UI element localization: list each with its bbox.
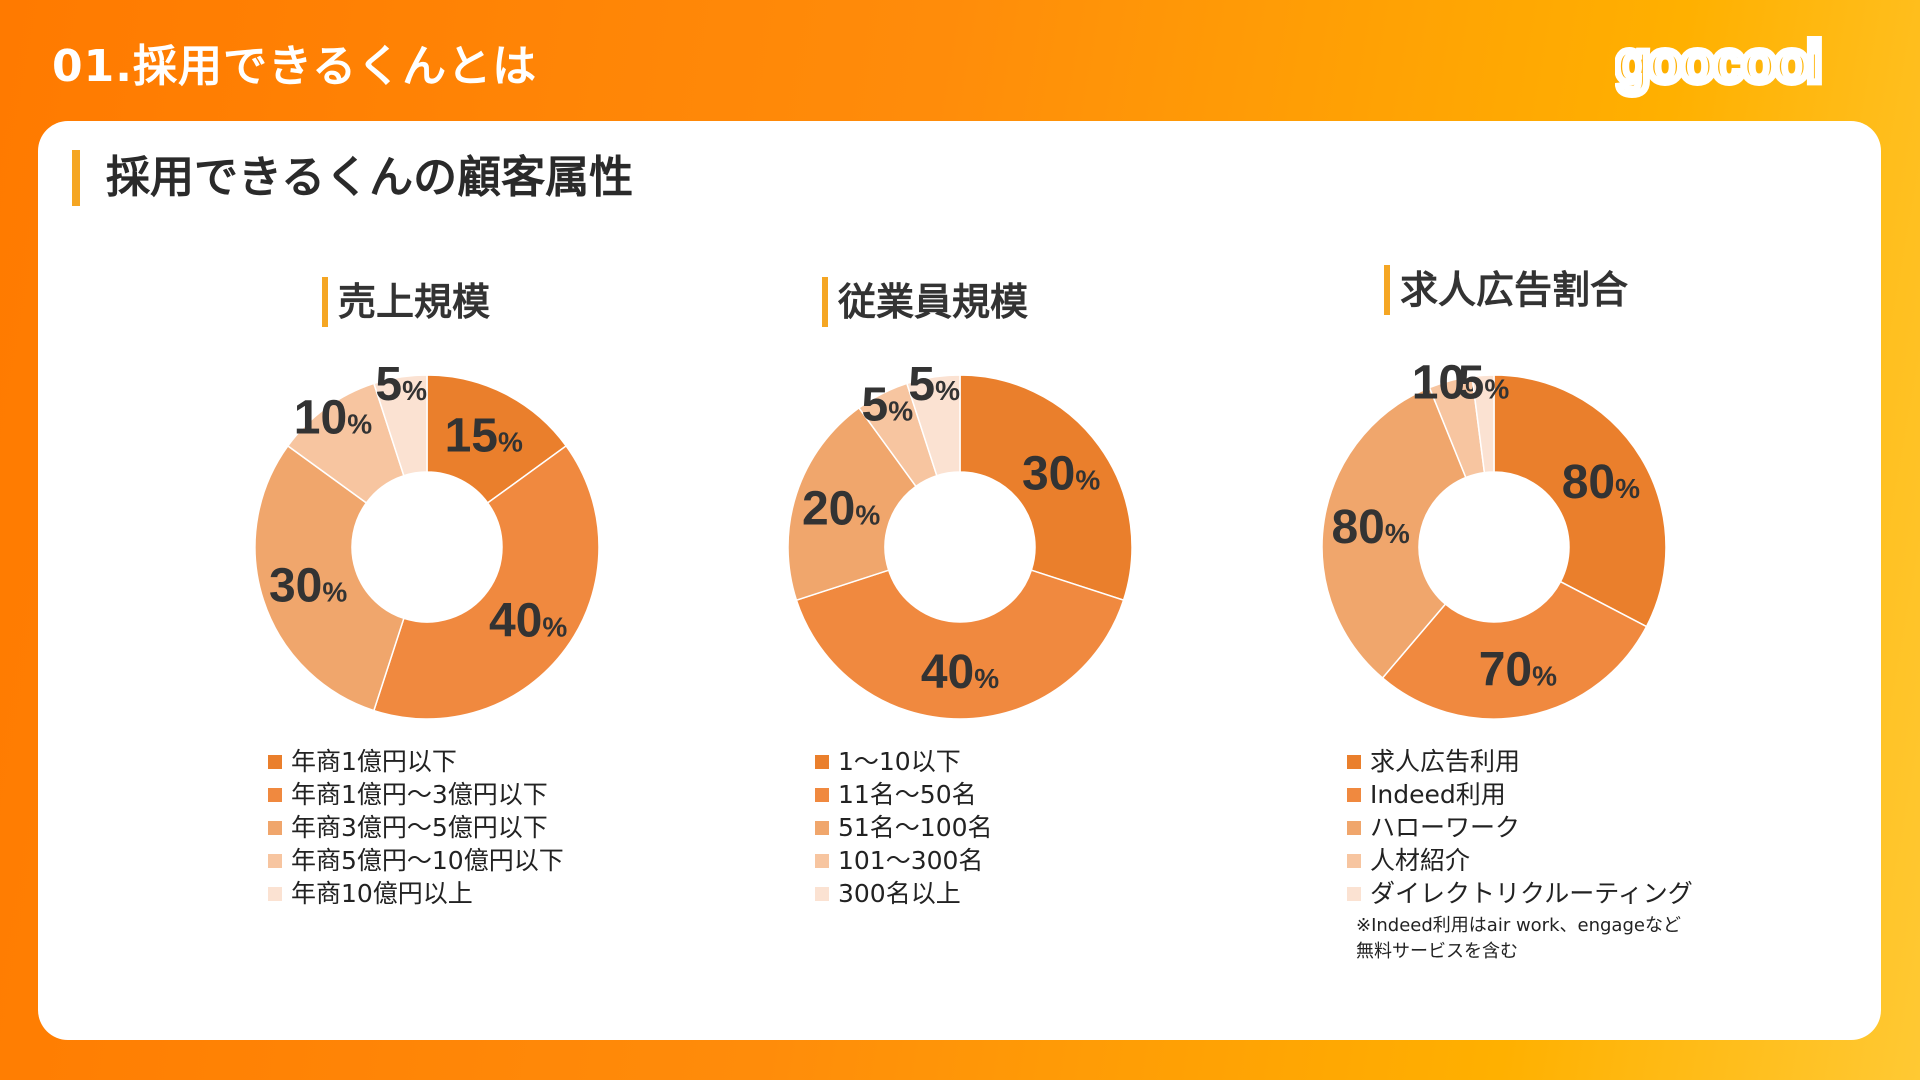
- legend-item: 求人広告利用: [1347, 745, 1693, 778]
- legend-item: 51名〜100名: [815, 811, 993, 844]
- legend-label: ダイレクトリクルーティング: [1370, 879, 1693, 908]
- svg-text:goocooi: goocooi: [1615, 30, 1820, 95]
- data-label-job-ads-5: 5%: [1458, 356, 1510, 409]
- donut-slice-job-ads-3: [1321, 386, 1467, 680]
- legend-swatch: [1347, 820, 1361, 835]
- donut-slice-revenue-5: [372, 374, 428, 477]
- legend-job-ads: 求人広告利用 Indeed利用 ハローワーク 人材紹介ダイレクトリクルーティング: [1347, 745, 1693, 910]
- donut-slice-job-ads-2: [1381, 580, 1648, 720]
- legend-item: 300名以上: [815, 877, 993, 910]
- data-label-job-ads-2: 70%: [1479, 644, 1557, 697]
- legend-swatch: [268, 820, 282, 835]
- company-logo: goocooi: [1615, 30, 1826, 99]
- legend-label: 年商3億円〜5億円以下: [291, 813, 548, 842]
- legend-swatch: [268, 787, 282, 802]
- data-label-job-ads-1: 80%: [1562, 456, 1640, 509]
- donut-slice-employees-5: [905, 374, 961, 477]
- legend-swatch: [268, 886, 282, 901]
- data-label-revenue-5: 5%: [375, 358, 427, 411]
- data-label-employees-5: 5%: [908, 358, 960, 411]
- legend-label: 年商10億円以上: [291, 879, 473, 908]
- legend-label: 300名以上: [838, 879, 961, 908]
- data-label-revenue-4: 10%: [294, 392, 372, 445]
- legend-revenue: 年商1億円以下年商1億円〜3億円以下 年商3億円〜5億円以下 年商5億円〜10億円以…: [268, 745, 564, 910]
- legend-swatch: [815, 754, 829, 769]
- legend-label: 年商1億円〜3億円以下: [291, 780, 548, 809]
- legend-item: ダイレクトリクルーティング: [1347, 877, 1693, 910]
- legend-label: ハローワーク: [1370, 813, 1521, 842]
- page-header-title: 01.採用できるくんとは: [52, 41, 538, 92]
- chart-title-employees: 従業員規模: [822, 277, 1028, 327]
- data-label-employees-4: 5%: [862, 378, 914, 431]
- chart-title-revenue: 売上規模: [322, 277, 490, 327]
- legend-employees: 1〜10以下 11名〜50名 51名〜100名 101〜300名 300名以上: [815, 745, 993, 910]
- data-label-employees-2: 40%: [921, 646, 999, 699]
- legend-label: 年商1億円以下: [291, 747, 457, 776]
- legend-item: 年商3億円〜5億円以下: [268, 811, 564, 844]
- data-label-employees-1: 30%: [1022, 448, 1100, 501]
- legend-footnote: ※Indeed利用はair work、engageなど 無料サービスを含む: [1356, 915, 1681, 962]
- legend-item: 1〜10以下: [815, 745, 993, 778]
- data-label-revenue-3: 30%: [269, 560, 347, 613]
- legend-item: 年商1億円〜3億円以下: [268, 778, 564, 811]
- legend-swatch: [268, 754, 282, 769]
- legend-item: 年商5億円〜10億円以下: [268, 844, 564, 877]
- chart-title-job-ads: 求人広告割合: [1384, 265, 1628, 315]
- legend-item: 11名〜50名: [815, 778, 993, 811]
- legend-swatch: [1347, 886, 1361, 901]
- legend-swatch: [815, 787, 829, 802]
- legend-label: 51名〜100名: [838, 813, 993, 842]
- donut-slice-employees-3: [787, 406, 917, 602]
- legend-label: 人材紹介: [1370, 846, 1471, 875]
- legend-label: 101〜300名: [838, 846, 984, 875]
- legend-label: 年商5億円〜10億円以下: [291, 846, 564, 875]
- legend-item: 年商1億円以下: [268, 745, 564, 778]
- legend-label: 11名〜50名: [838, 780, 977, 809]
- data-label-revenue-1: 15%: [445, 410, 523, 463]
- legend-item: 人材紹介: [1347, 844, 1693, 877]
- legend-label: 求人広告利用: [1370, 747, 1521, 776]
- legend-swatch: [1347, 787, 1361, 802]
- donut-slice-revenue-3: [254, 444, 405, 712]
- data-label-employees-3: 20%: [802, 482, 880, 535]
- data-label-job-ads-3: 80%: [1331, 501, 1409, 554]
- legend-swatch: [815, 853, 829, 868]
- legend-item: ハローワーク: [1347, 811, 1693, 844]
- legend-item: 101〜300名: [815, 844, 993, 877]
- legend-label: 1〜10以下: [838, 747, 961, 776]
- legend-swatch: [268, 853, 282, 868]
- legend-item: Indeed利用: [1347, 778, 1693, 811]
- donut-slice-job-ads-1: [1493, 374, 1667, 628]
- donut-slice-revenue-2: [372, 444, 600, 720]
- legend-swatch: [1347, 754, 1361, 769]
- legend-swatch: [1347, 853, 1361, 868]
- data-label-revenue-2: 40%: [489, 594, 567, 647]
- legend-item: 年商10億円以上: [268, 877, 564, 910]
- donut-slice-job-ads-5: [1471, 374, 1495, 474]
- legend-label: Indeed利用: [1370, 780, 1506, 809]
- donut-slice-employees-2: [795, 569, 1125, 720]
- legend-swatch: [815, 886, 829, 901]
- section-heading: 採用できるくんの顧客属性: [72, 150, 633, 206]
- donut-slice-employees-1: [959, 374, 1133, 602]
- legend-swatch: [815, 820, 829, 835]
